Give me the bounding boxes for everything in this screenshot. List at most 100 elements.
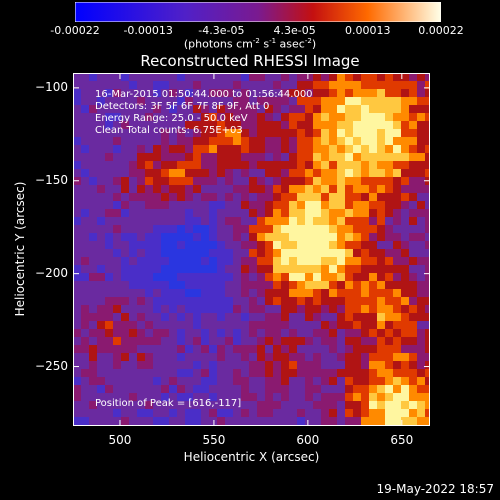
image-pixel (313, 353, 321, 361)
image-pixel (425, 369, 430, 377)
image-pixel (225, 353, 233, 361)
image-pixel (145, 321, 153, 329)
image-pixel (361, 297, 369, 305)
image-pixel (201, 305, 209, 313)
image-pixel (233, 209, 241, 217)
image-pixel (145, 209, 153, 217)
image-pixel (305, 233, 313, 241)
image-pixel (305, 369, 313, 377)
image-pixel (145, 313, 153, 321)
image-pixel (393, 185, 401, 193)
image-pixel (161, 241, 169, 249)
image-pixel (209, 145, 217, 153)
image-pixel (265, 113, 273, 121)
image-pixel (273, 73, 281, 81)
image-pixel (105, 193, 113, 201)
image-pixel (393, 265, 401, 273)
image-pixel (153, 313, 161, 321)
image-pixel (177, 113, 185, 121)
image-pixel (129, 305, 137, 313)
image-pixel (97, 337, 105, 345)
image-pixel (97, 409, 105, 417)
image-pixel (225, 377, 233, 385)
image-pixel (89, 273, 97, 281)
image-pixel (289, 345, 297, 353)
image-pixel (257, 273, 265, 281)
image-pixel (353, 377, 361, 385)
image-pixel (105, 153, 113, 161)
image-pixel (289, 257, 297, 265)
image-pixel (193, 257, 201, 265)
image-pixel (361, 257, 369, 265)
image-pixel (425, 161, 430, 169)
image-pixel (121, 129, 129, 137)
image-pixel (169, 361, 177, 369)
image-pixel (401, 329, 409, 337)
image-pixel (257, 265, 265, 273)
image-pixel (329, 321, 337, 329)
image-pixel (73, 113, 81, 121)
image-pixel (353, 385, 361, 393)
image-pixel (185, 81, 193, 89)
image-pixel (425, 321, 430, 329)
image-pixel (217, 305, 225, 313)
image-pixel (161, 321, 169, 329)
image-pixel (289, 417, 297, 425)
image-pixel (409, 225, 417, 233)
image-pixel (321, 169, 329, 177)
image-pixel (153, 161, 161, 169)
image-pixel (281, 377, 289, 385)
image-pixel (137, 257, 145, 265)
image-pixel (161, 417, 169, 425)
image-pixel (401, 241, 409, 249)
image-pixel (105, 353, 113, 361)
image-pixel (177, 145, 185, 153)
image-pixel (369, 225, 377, 233)
image-pixel (97, 89, 105, 97)
image-pixel (97, 369, 105, 377)
image-pixel (313, 377, 321, 385)
image-pixel (121, 353, 129, 361)
image-pixel (329, 385, 337, 393)
image-pixel (121, 217, 129, 225)
image-pixel (321, 337, 329, 345)
image-pixel (361, 401, 369, 409)
image-pixel (353, 129, 361, 137)
image-pixel (321, 129, 329, 137)
image-pixel (129, 137, 137, 145)
image-pixel (289, 305, 297, 313)
image-pixel (89, 265, 97, 273)
image-pixel (297, 129, 305, 137)
image-pixel (393, 369, 401, 377)
image-pixel (425, 281, 430, 289)
image-pixel (225, 337, 233, 345)
image-pixel (153, 105, 161, 113)
image-pixel (305, 193, 313, 201)
image-pixel (169, 249, 177, 257)
image-pixel (217, 201, 225, 209)
image-pixel (281, 345, 289, 353)
image-pixel (329, 377, 337, 385)
image-pixel (313, 265, 321, 273)
image-pixel (361, 105, 369, 113)
image-pixel (121, 153, 129, 161)
image-pixel (369, 97, 377, 105)
image-pixel (265, 161, 273, 169)
image-pixel (241, 225, 249, 233)
image-pixel (361, 137, 369, 145)
image-pixel (337, 385, 345, 393)
image-pixel (321, 257, 329, 265)
image-pixel (153, 305, 161, 313)
image-pixel (129, 337, 137, 345)
image-pixel (209, 281, 217, 289)
image-pixel (289, 273, 297, 281)
image-pixel (273, 329, 281, 337)
image-pixel (417, 289, 425, 297)
image-pixel (265, 225, 273, 233)
image-pixel (329, 281, 337, 289)
image-pixel (369, 89, 377, 97)
image-pixel (281, 321, 289, 329)
image-pixel (97, 177, 105, 185)
image-pixel (201, 241, 209, 249)
image-pixel (209, 369, 217, 377)
